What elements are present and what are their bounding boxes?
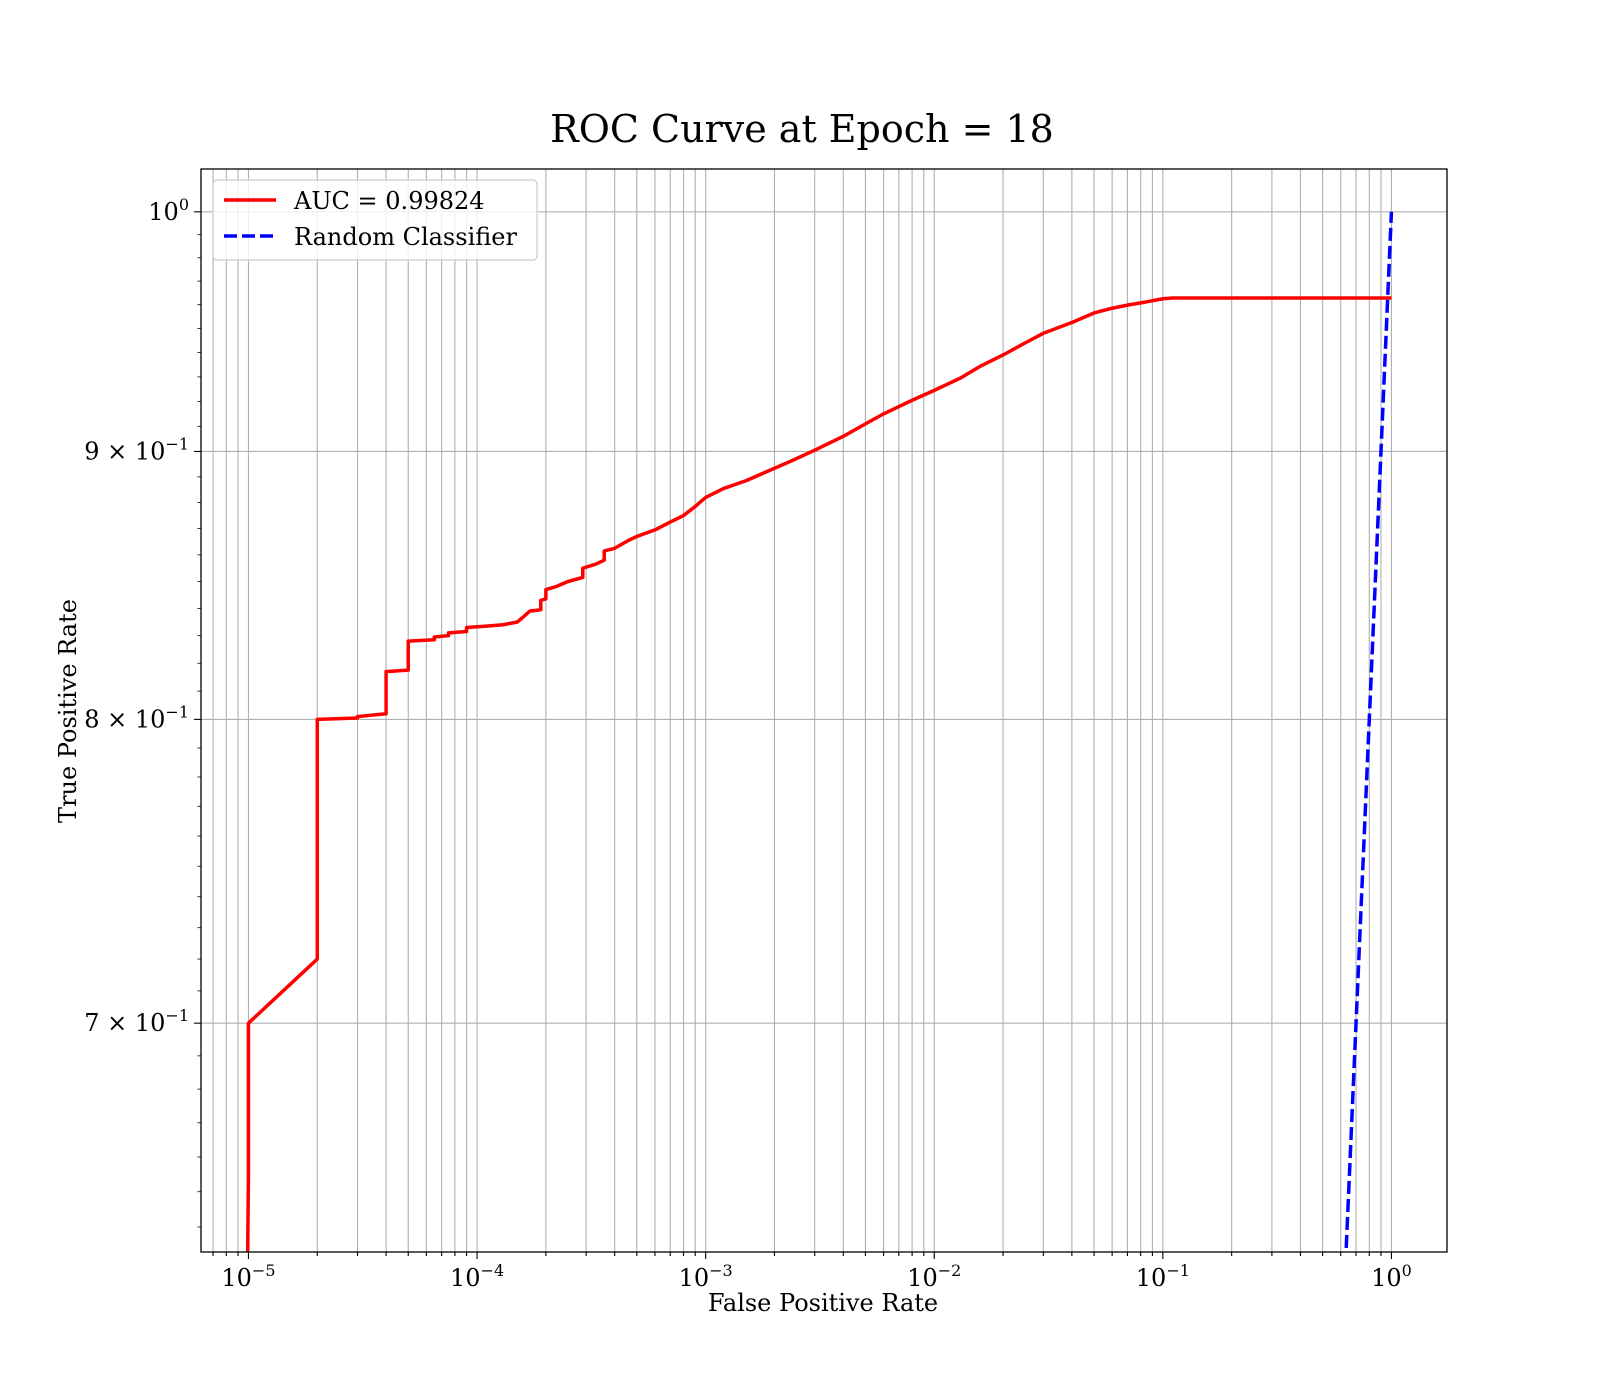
ticks: 10−5 10−4 10−3 10−2 10−1 100 100 9 × 10−1 8 × 10… (84, 195, 1412, 1292)
x-tick-label: 10−1 (1136, 1261, 1190, 1292)
legend-entry-auc: AUC = 0.99824 (293, 187, 485, 215)
legend: AUC = 0.99824 Random Classifier (212, 179, 538, 261)
x-tick-label: 10−2 (907, 1261, 961, 1292)
x-tick-label: 100 (1371, 1261, 1412, 1292)
grid (201, 169, 1447, 1252)
plot-frame (200, 168, 1448, 1253)
x-tick-label: 10−5 (221, 1261, 275, 1292)
x-tick-label: 10−4 (450, 1261, 504, 1292)
chart-title: ROC Curve at Epoch = 18 (550, 107, 1054, 151)
x-axis-label: False Positive Rate (708, 1289, 938, 1317)
x-tick-label: 10−3 (679, 1261, 733, 1292)
series-layer (245, 211, 1394, 1252)
y-tick-label: 100 (148, 195, 189, 226)
legend-entry-random: Random Classifier (294, 223, 517, 251)
roc-curve-line (245, 296, 1392, 1252)
random-classifier-line (1344, 211, 1394, 1252)
legend-box (212, 179, 538, 261)
y-tick-label: 9 × 10−1 (84, 434, 189, 465)
y-tick-label: 8 × 10−1 (84, 702, 189, 733)
y-tick-label: 7 × 10−1 (84, 1006, 189, 1037)
y-axis-label: True Positive Rate (54, 599, 82, 823)
